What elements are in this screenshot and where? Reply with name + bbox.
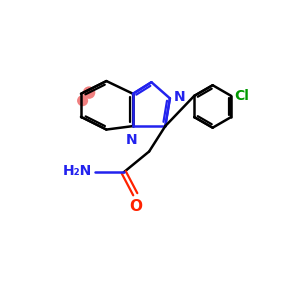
Text: H₂N: H₂N [63,164,92,178]
Text: N: N [173,89,185,103]
Text: O: O [129,199,142,214]
Circle shape [83,86,95,99]
Circle shape [77,95,88,106]
Text: Cl: Cl [234,89,249,103]
Text: N: N [126,133,138,147]
